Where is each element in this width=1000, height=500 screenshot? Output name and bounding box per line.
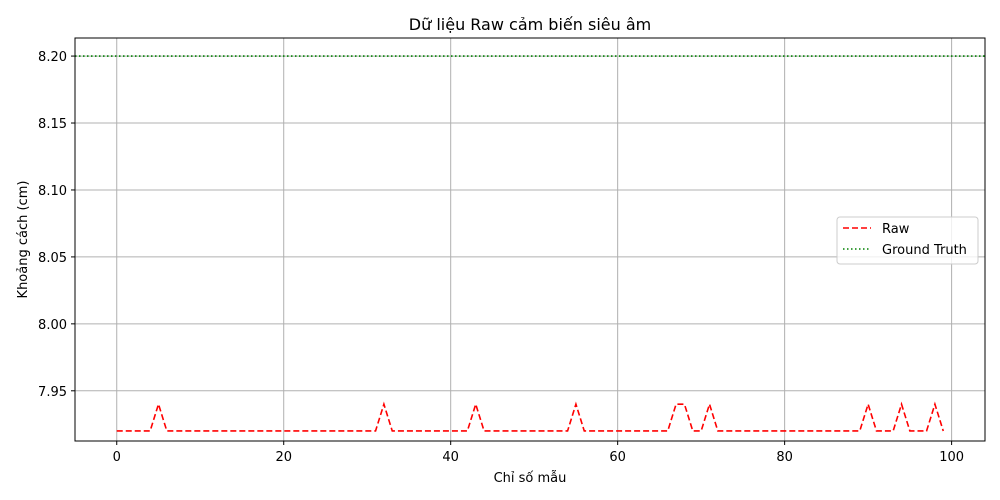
y-tick-label: 8.10 [38, 184, 67, 199]
series-raw-line [116, 401, 945, 432]
y-tick-label: 7.95 [38, 385, 67, 400]
chart-title: Dữ liệu Raw cảm biến siêu âm [409, 15, 651, 34]
x-tick-label: 80 [776, 450, 793, 465]
x-tick-label: 20 [275, 450, 292, 465]
x-tick-label: 60 [609, 450, 626, 465]
legend: Raw Ground Truth [836, 216, 979, 265]
y-tick-label: 8.00 [38, 318, 67, 333]
legend-label: Raw [882, 222, 910, 237]
ticks: 0 20 40 60 80 100 7.95 8.00 8.05 8.10 8.15 8.20 [38, 50, 964, 465]
x-axis-label: Chỉ số mẫu [494, 471, 567, 486]
x-tick-label: 0 [113, 450, 121, 465]
y-tick-label: 8.20 [38, 50, 67, 65]
legend-label: Ground Truth [882, 243, 967, 258]
legend-box [836, 216, 979, 265]
y-tick-label: 8.05 [38, 251, 67, 266]
x-tick-label: 100 [939, 450, 964, 465]
x-tick-label: 40 [442, 450, 459, 465]
plot-frame [74, 37, 986, 442]
series-group [75, 55, 985, 432]
y-tick-label: 8.15 [38, 117, 67, 132]
y-axis-label: Khoảng cách (cm) [16, 181, 31, 299]
